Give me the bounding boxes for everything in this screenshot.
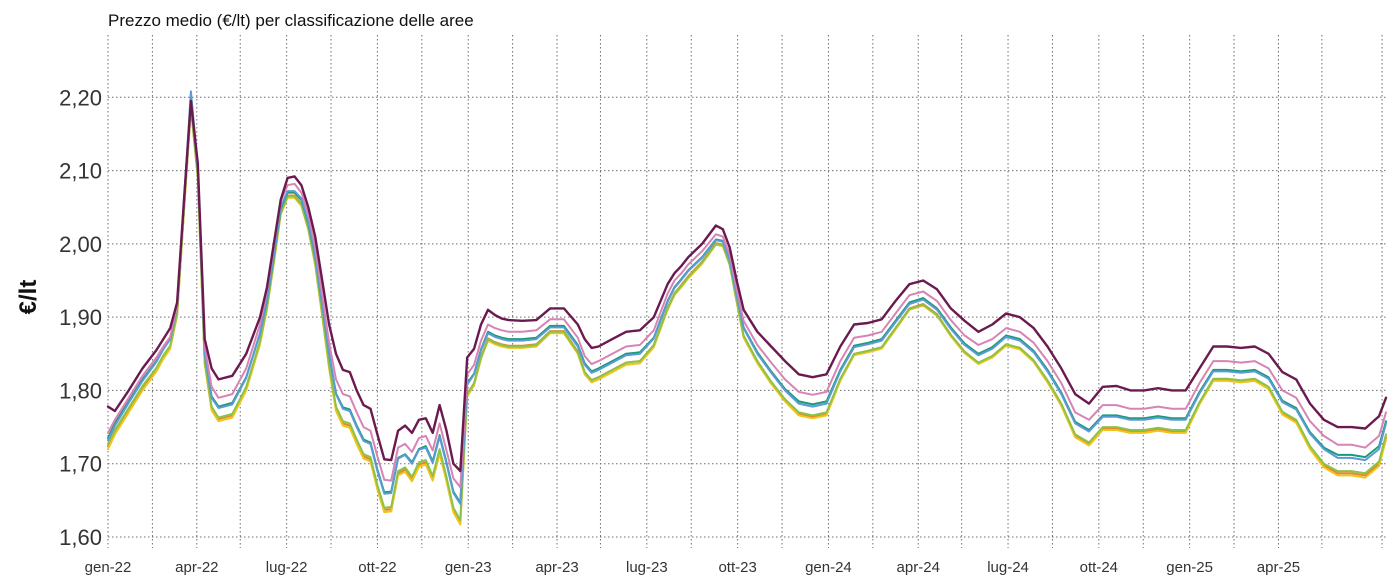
x-tick-label: ott-23	[718, 559, 756, 576]
x-tick-label: ott-22	[358, 559, 396, 576]
x-tick-label: lug-22	[266, 559, 308, 576]
y-tick-label: 1,90	[59, 305, 102, 330]
x-tick-label: gen-25	[1166, 559, 1213, 576]
y-tick-label: 1,70	[59, 452, 102, 477]
chart-title: Prezzo medio (€/lt) per classificazione …	[108, 11, 474, 30]
series-line-3	[107, 90, 1387, 505]
x-tick-label: gen-22	[85, 559, 132, 576]
series-line-4	[107, 100, 1387, 504]
grid-lines	[107, 35, 1388, 548]
x-tick-label: apr-22	[175, 559, 218, 576]
y-tick-label: 1,80	[59, 378, 102, 403]
y-tick-label: 2,20	[59, 85, 102, 110]
y-tick-label: 1,60	[59, 525, 102, 550]
series-line-2	[107, 100, 1387, 489]
series-line-5	[107, 105, 1387, 522]
x-tick-label: ott-24	[1080, 559, 1118, 576]
x-axis-ticks: gen-22 apr-22 lug-22 ott-22 gen-23 apr-23 lug-…	[85, 559, 1300, 576]
x-tick-label: lug-24	[987, 559, 1029, 576]
series-line-1	[106, 99, 1388, 473]
x-tick-label: gen-23	[445, 559, 492, 576]
x-tick-label: apr-25	[1257, 559, 1300, 576]
y-axis-ticks: 1,60 1,70 1,80 1,90 2,00 2,10 2,20	[59, 85, 102, 550]
y-tick-label: 2,10	[59, 159, 102, 184]
x-tick-label: gen-24	[805, 559, 852, 576]
x-tick-label: apr-24	[897, 559, 940, 576]
y-tick-label: 2,00	[59, 232, 102, 257]
y-axis-label: €/lt	[15, 280, 42, 315]
series-line-6	[107, 103, 1387, 526]
series-lines	[106, 90, 1388, 526]
x-tick-label: lug-23	[626, 559, 668, 576]
x-tick-label: apr-23	[535, 559, 578, 576]
